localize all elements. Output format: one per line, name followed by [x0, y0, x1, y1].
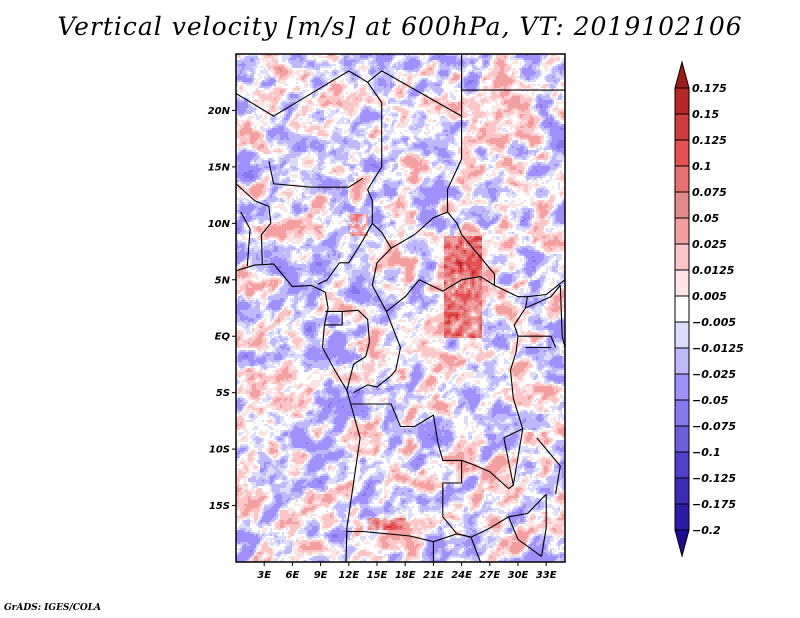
plot-frame: [235, 53, 566, 563]
border-line: [236, 70, 463, 159]
x-tick-label: 27E: [479, 570, 500, 581]
colorbar-label: 0.15: [692, 108, 719, 121]
colorbar-box: [674, 321, 690, 349]
border-line: [470, 537, 481, 562]
y-tick-label: 15N: [208, 162, 231, 173]
x-axis: 3E 6E 9E 12E 15E 18E 21E 24E 27E 30E 33E: [257, 562, 557, 581]
colorbar-box: [674, 451, 690, 479]
border-line: [317, 189, 373, 285]
colorbar-extend-max: [674, 60, 690, 89]
colorbar-label: −0.1: [692, 446, 721, 459]
colorbar-label: 0.025: [692, 238, 727, 251]
colorbar-box: [674, 191, 690, 219]
colorbar-box: [674, 347, 690, 375]
colorbar-box: [674, 87, 690, 115]
colorbar-label: −0.175: [692, 498, 736, 511]
border-line: [240, 211, 251, 267]
border-line: [536, 437, 561, 495]
border-line: [371, 247, 528, 313]
border-line: [509, 296, 528, 486]
y-tick-label: 10N: [208, 219, 231, 230]
x-tick-label: 12E: [338, 570, 359, 581]
colorbar-box: [674, 503, 690, 531]
x-tick-label: 6E: [286, 570, 300, 581]
country-borders: [236, 54, 565, 562]
colorbar-box: [674, 113, 690, 141]
colorbar-label: −0.05: [692, 394, 729, 407]
colorbar-label: 0.125: [692, 134, 727, 147]
y-tick-label: EQ: [215, 332, 231, 343]
colorbar-box: [674, 165, 690, 193]
y-tick-label: 5N: [215, 275, 231, 286]
colorbar-box: [674, 243, 690, 271]
border-line: [268, 161, 364, 188]
border-line: [324, 310, 343, 326]
y-tick-label: 10S: [209, 445, 230, 456]
colorbar-box: [674, 477, 690, 505]
border-line: [508, 516, 542, 557]
border-line: [461, 428, 523, 490]
x-tick-label: 18E: [395, 570, 416, 581]
x-tick-label: 9E: [314, 570, 328, 581]
border-line: [236, 183, 272, 265]
colorbar-box: [674, 425, 690, 453]
colorbar-label: 0.1: [692, 160, 712, 173]
colorbar-label: 0.075: [692, 186, 727, 199]
border-line: [527, 279, 565, 298]
border-line: [346, 493, 547, 543]
border-line: [236, 263, 361, 562]
chart-title: Vertical velocity [m/s] at 600hPa, VT: 2…: [57, 12, 743, 41]
border-line: [342, 309, 371, 391]
vertical-velocity-field: [236, 54, 565, 562]
y-tick-label: 15S: [209, 501, 230, 512]
colorbar-label: −0.0125: [692, 342, 744, 355]
border-line: [350, 403, 472, 538]
border-line: [447, 211, 496, 286]
y-tick-label: 5S: [216, 388, 230, 399]
colorbar-label: 0.05: [692, 212, 719, 225]
x-tick-label: 15E: [367, 570, 388, 581]
border-line: [540, 494, 547, 557]
x-tick-label: 30E: [508, 570, 529, 581]
x-tick-label: 24E: [451, 570, 472, 581]
border-line: [525, 285, 561, 309]
colorbar-label: 0.0125: [692, 264, 735, 277]
colorbar: 0.175 0.15 0.125 0.1 0.075 0.05 0.025 0.0125 0.0…: [674, 60, 744, 558]
colorbar-extend-min: [674, 529, 690, 558]
colorbar-label: −0.125: [692, 472, 736, 485]
border-line: [371, 158, 463, 249]
border-line: [559, 285, 565, 348]
colorbar-box: [674, 399, 690, 427]
y-tick-label: 20N: [208, 106, 231, 117]
colorbar-box: [674, 217, 690, 245]
colorbar-box: [674, 373, 690, 401]
x-tick-label: 33E: [536, 570, 557, 581]
colorbar-box: [674, 295, 690, 323]
border-line: [367, 81, 383, 190]
colorbar-label: −0.075: [692, 420, 736, 433]
colorbar-box: [674, 269, 690, 297]
colorbar-label: −0.005: [692, 316, 736, 329]
border-line: [353, 311, 402, 394]
colorbar-label: 0.175: [692, 82, 727, 95]
colorbar-label: −0.025: [692, 368, 736, 381]
x-tick-label: 21E: [423, 570, 444, 581]
grads-credit: GrADS: IGES/COLA: [4, 603, 102, 613]
colorbar-box: [674, 139, 690, 167]
y-axis: 20N 15N 10N 5N EQ 5S 10S 15S: [208, 106, 236, 512]
colorbar-label: −0.2: [692, 524, 721, 537]
border-line: [518, 335, 557, 348]
x-tick-label: 3E: [257, 570, 271, 581]
colorbar-label: 0.005: [692, 290, 727, 303]
